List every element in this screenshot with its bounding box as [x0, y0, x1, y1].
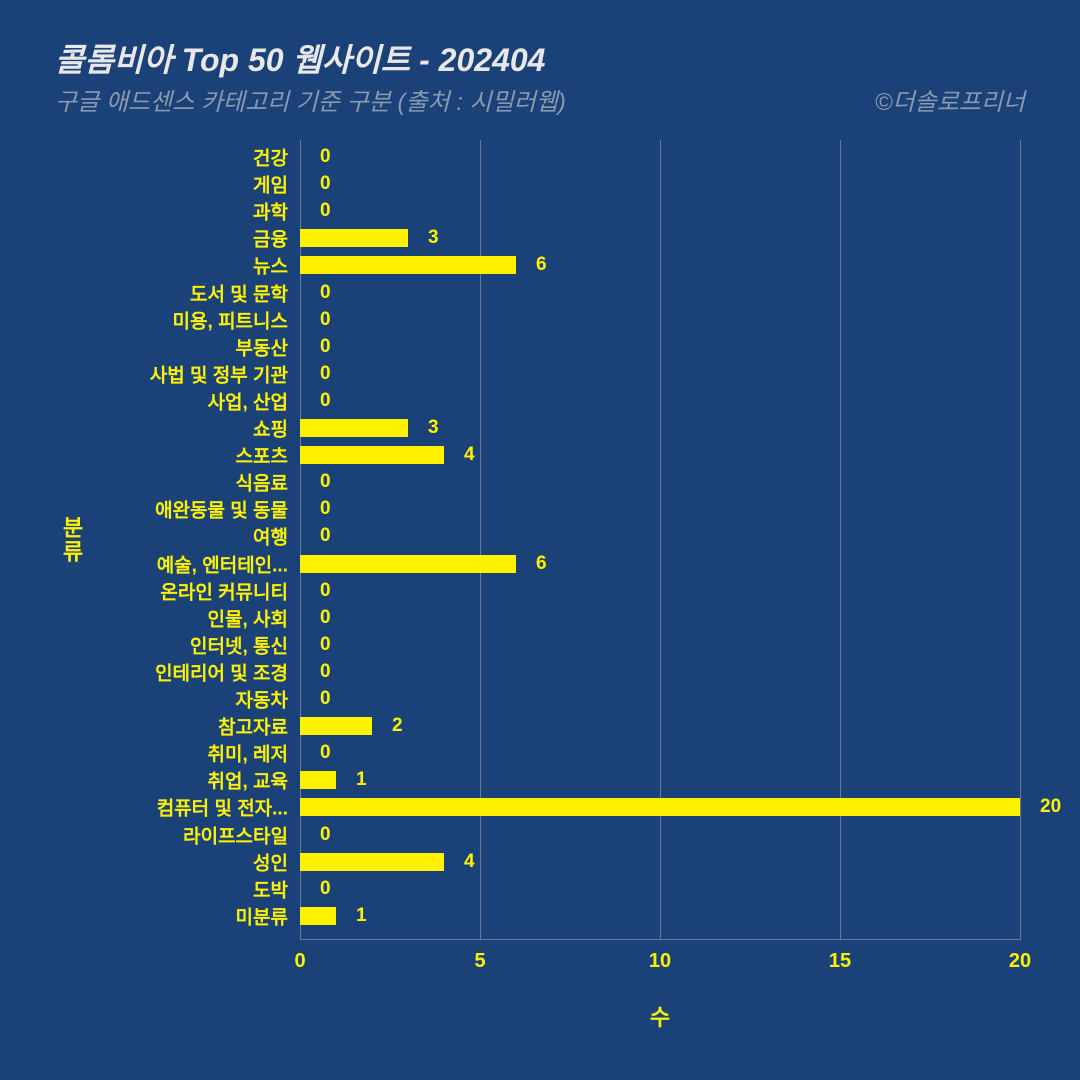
- gridline: [840, 140, 841, 940]
- bar: [300, 798, 1020, 816]
- x-tick-label: 0: [294, 950, 305, 973]
- plot-region: 05101520건강0게임0과학0금융3뉴스6도서 및 문학0미용, 피트니스0…: [300, 140, 1020, 940]
- bar-value: 3: [428, 227, 439, 249]
- bar-value: 0: [320, 173, 331, 195]
- category-label: 사법 및 정부 기관: [150, 360, 300, 387]
- x-tick-label: 15: [829, 950, 851, 973]
- bar-value: 3: [428, 417, 439, 439]
- category-label: 미용, 피트니스: [173, 306, 300, 333]
- bar: [300, 256, 516, 274]
- bar-value: 0: [320, 824, 331, 846]
- category-label: 식음료: [236, 469, 300, 496]
- bar: [300, 229, 408, 247]
- bar-value: 0: [320, 634, 331, 656]
- category-label: 여행: [253, 523, 300, 550]
- bar-value: 0: [320, 363, 331, 385]
- bar-value: 0: [320, 390, 331, 412]
- category-label: 성인: [253, 848, 300, 875]
- category-label: 라이프스타일: [183, 821, 300, 848]
- x-tick-label: 5: [474, 950, 485, 973]
- x-tick-label: 10: [649, 950, 671, 973]
- gridline: [660, 140, 661, 940]
- bar-value: 0: [320, 607, 331, 629]
- bar-value: 4: [464, 851, 475, 873]
- category-label: 부동산: [236, 333, 300, 360]
- y-axis-title: 분류: [55, 516, 87, 564]
- bar-value: 0: [320, 498, 331, 520]
- bar: [300, 446, 444, 464]
- bar-value: 6: [536, 254, 547, 276]
- category-label: 건강: [253, 144, 300, 171]
- bar-value: 0: [320, 471, 331, 493]
- bar-value: 0: [320, 688, 331, 710]
- bar-value: 0: [320, 525, 331, 547]
- category-label: 취미, 레저: [208, 740, 300, 767]
- chart-area: 05101520건강0게임0과학0금융3뉴스6도서 및 문학0미용, 피트니스0…: [300, 140, 1020, 940]
- bar-value: 1: [356, 769, 367, 791]
- bar-value: 0: [320, 336, 331, 358]
- category-label: 사업, 산업: [208, 387, 300, 414]
- bar-value: 0: [320, 742, 331, 764]
- category-label: 뉴스: [253, 252, 300, 279]
- bar-value: 4: [464, 444, 475, 466]
- category-label: 온라인 커뮤니티: [160, 577, 300, 604]
- bar-value: 1: [356, 905, 367, 927]
- bar-value: 2: [392, 715, 403, 737]
- bar: [300, 419, 408, 437]
- x-axis-title: 수: [650, 1000, 670, 1032]
- x-tick-label: 20: [1009, 950, 1031, 973]
- bar-value: 0: [320, 200, 331, 222]
- category-label: 인터넷, 통신: [190, 631, 300, 658]
- bar-value: 0: [320, 282, 331, 304]
- category-label: 도박: [253, 875, 300, 902]
- bar-value: 0: [320, 878, 331, 900]
- category-label: 게임: [253, 171, 300, 198]
- category-label: 예술, 엔터테인...: [157, 550, 300, 577]
- bar: [300, 907, 336, 925]
- category-label: 애완동물 및 동물: [155, 496, 300, 523]
- bar: [300, 717, 372, 735]
- category-label: 컴퓨터 및 전자...: [157, 794, 300, 821]
- category-label: 금융: [253, 225, 300, 252]
- copyright-label: ©더솔로프리너: [875, 82, 1025, 117]
- category-label: 취업, 교육: [208, 767, 300, 794]
- gridline: [1020, 140, 1021, 940]
- category-label: 과학: [253, 198, 300, 225]
- bar-value: 0: [320, 661, 331, 683]
- chart-title: 콜롬비아 Top 50 웹사이트 - 202404: [55, 35, 545, 81]
- chart-subtitle: 구글 애드센스 카테고리 기준 구분 (출처 : 시밀러웹): [55, 82, 566, 117]
- bar-value: 0: [320, 309, 331, 331]
- category-label: 스포츠: [236, 442, 300, 469]
- category-label: 미분류: [236, 902, 300, 929]
- bar-value: 6: [536, 553, 547, 575]
- bar: [300, 853, 444, 871]
- bar-value: 0: [320, 580, 331, 602]
- category-label: 참고자료: [218, 713, 300, 740]
- bar-value: 20: [1040, 796, 1061, 818]
- bar: [300, 771, 336, 789]
- category-label: 인테리어 및 조경: [155, 658, 300, 685]
- category-label: 쇼핑: [253, 415, 300, 442]
- category-label: 자동차: [236, 686, 300, 713]
- bar-value: 0: [320, 146, 331, 168]
- category-label: 도서 및 문학: [190, 279, 300, 306]
- category-label: 인물, 사회: [208, 604, 300, 631]
- bar: [300, 555, 516, 573]
